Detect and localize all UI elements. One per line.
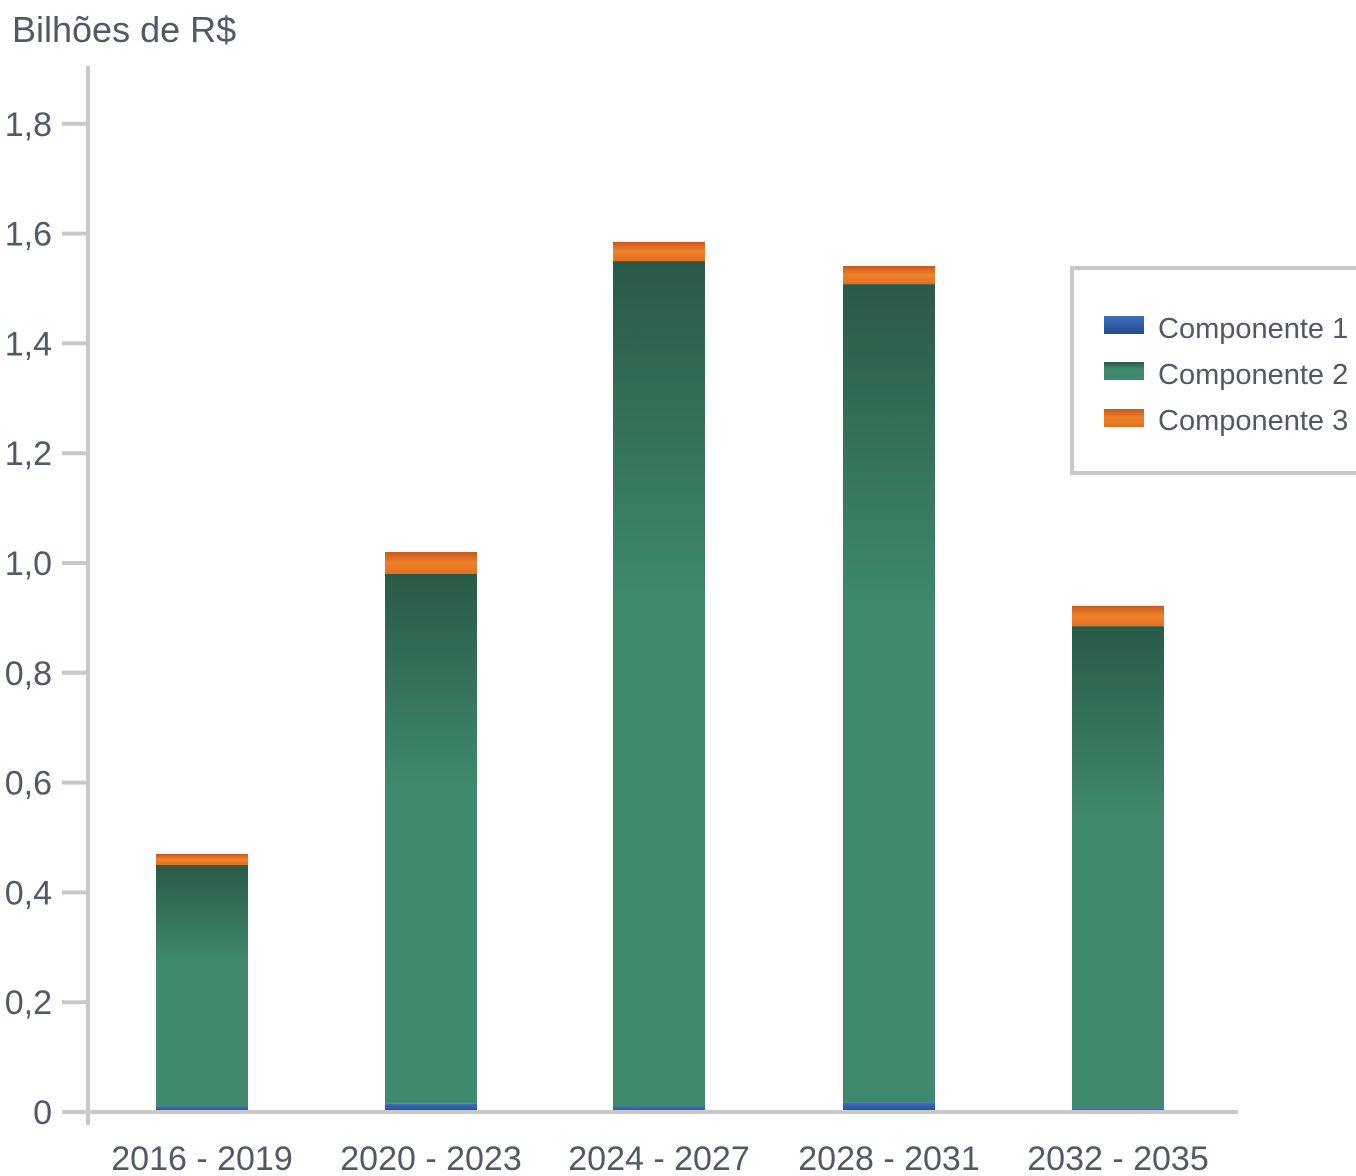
y-tick-label: 1,4 [5, 325, 52, 363]
x-axis-ticks: 2016 - 2019 2020 - 2023 2024 - 2027 2028 - … [111, 1140, 1209, 1176]
y-tick-label: 1,2 [5, 435, 52, 473]
legend: Componente 1 Componente 2 Componente 3 [1070, 266, 1356, 475]
y-tick-label: 1,0 [5, 545, 52, 583]
bar-componente-2-2016-2019 [156, 864, 248, 1107]
bar-componente-3-2020-2023 [385, 552, 477, 574]
legend-label-componente-2: Componente 2 [1158, 359, 1348, 391]
legend-label-componente-3: Componente 3 [1158, 405, 1348, 437]
legend-label-componente-1: Componente 1 [1158, 313, 1348, 345]
y-tick-label: 0,2 [5, 984, 52, 1022]
y-tick-label: 0,8 [5, 655, 52, 693]
y-axis-ticks: 0 0,2 0,4 0,6 0,8 1,0 1,2 1,4 1,6 1,8 [5, 106, 88, 1132]
bar-componente-2-2028-2031 [843, 284, 935, 1103]
x-tick-label: 2016 - 2019 [111, 1140, 293, 1176]
y-tick-label: 1,6 [5, 216, 52, 254]
legend-swatch-componente-3 [1104, 409, 1144, 427]
bar-componente-3-2032-2035 [1072, 605, 1164, 627]
bar-componente-2-2032-2035 [1072, 626, 1164, 1109]
y-tick-label: 0,4 [5, 874, 52, 912]
y-axis-label: Bilhões de R$ [12, 9, 236, 50]
x-tick-label: 2020 - 2023 [340, 1140, 522, 1176]
bar-componente-3-2024-2027 [613, 241, 705, 262]
bar-componente-1-2024-2027 [613, 1106, 705, 1112]
x-tick-label: 2024 - 2027 [568, 1140, 750, 1176]
y-tick-label: 1,8 [5, 106, 52, 144]
x-tick-label: 2032 - 2035 [1027, 1140, 1209, 1176]
bars-group [156, 241, 1164, 1112]
legend-swatch-componente-1 [1104, 316, 1144, 334]
bar-componente-2-2020-2023 [385, 573, 477, 1104]
legend-box [1070, 266, 1356, 475]
bar-componente-1-2020-2023 [385, 1103, 477, 1112]
legend-swatch-componente-2 [1104, 362, 1144, 380]
bar-componente-1-2016-2019 [156, 1106, 248, 1112]
bar-componente-3-2016-2019 [156, 853, 248, 865]
y-tick-label: 0,6 [5, 765, 52, 803]
bar-componente-3-2028-2031 [843, 265, 935, 285]
y-tick-label: 0 [33, 1094, 52, 1132]
bar-componente-2-2024-2027 [613, 261, 705, 1107]
x-tick-label: 2028 - 2031 [798, 1140, 980, 1176]
bar-componente-1-2028-2031 [843, 1102, 935, 1112]
